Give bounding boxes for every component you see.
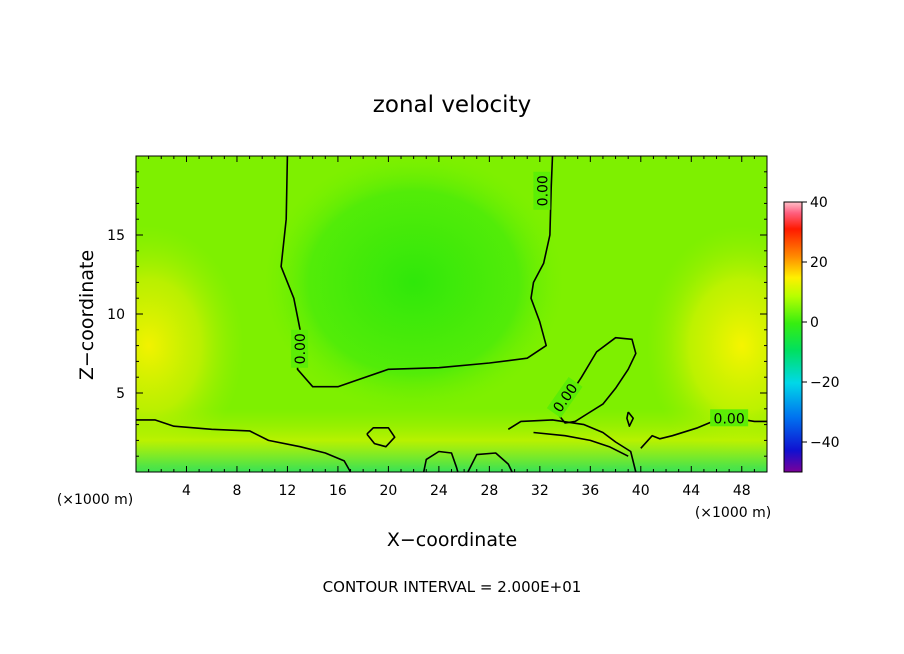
y-axis-label: Z−coordinate (76, 250, 98, 380)
x-tick-label-3: 16 (329, 483, 347, 499)
contour-label-0: 0.00 (535, 175, 551, 206)
contour-label-1: 0.00 (293, 333, 309, 364)
zero-contour-1 (136, 419, 352, 473)
x-tick-label-2: 12 (279, 483, 297, 499)
field-high-right (646, 225, 767, 466)
zero-contour-8 (626, 411, 634, 427)
colorbar-gradient (783, 201, 803, 473)
x-axis-ticks: 4 8 12 16 20 24 28 32 36 40 44 48 (148, 156, 755, 499)
contour-label-bg-3 (710, 409, 749, 427)
x-tick-label-9: 40 (632, 483, 650, 499)
x-tick-label-1: 8 (232, 483, 241, 499)
y-tick-label-0: 5 (116, 386, 125, 402)
zero-contour-3 (422, 450, 459, 473)
y-tick-label-1: 10 (107, 307, 125, 323)
chart-title: zonal velocity (373, 92, 531, 118)
zero-contour-4 (467, 452, 513, 473)
contour-label-bg-0 (533, 171, 551, 210)
x-tick-label-5: 24 (430, 483, 448, 499)
x-tick-label-7: 32 (531, 483, 549, 499)
y-axis-ticks: 5 10 15 (107, 171, 767, 457)
contour-labels: 0.000.000.000.00 (291, 171, 749, 427)
contour-label-bg-2 (546, 377, 583, 418)
x-tick-label-10: 44 (682, 483, 700, 499)
heatmap-field (136, 156, 767, 472)
x-unit-right: (×1000 m) (695, 505, 771, 521)
field-core-center (263, 156, 564, 413)
colorbar-ticks: 40 20 0 −20 −40 (802, 195, 840, 451)
colorbar-tick-label-2: 0 (810, 315, 819, 331)
colorbar-tick-label-3: −20 (810, 375, 840, 391)
colorbar: 40 20 0 −20 −40 (783, 195, 840, 473)
x-tick-label-11: 48 (733, 483, 751, 499)
field-high-left (136, 225, 244, 466)
x-tick-label-6: 28 (480, 483, 498, 499)
field-overlays (136, 156, 767, 472)
y-tick-label-2: 15 (107, 228, 125, 244)
field-low-left-corner (136, 437, 232, 472)
zero-contour-2 (366, 427, 396, 448)
contour-interval-note: CONTOUR INTERVAL = 2.000E+01 (323, 578, 582, 596)
contour-label-bg-1 (291, 329, 309, 368)
field-low-right-corner (626, 437, 767, 472)
colorbar-tick-label-1: 20 (810, 255, 828, 271)
colorbar-tick-label-4: −40 (810, 435, 840, 451)
zero-contour-7 (558, 336, 637, 424)
x-unit-left: (×1000 m) (57, 492, 133, 508)
zero-contour-6 (533, 431, 629, 457)
x-tick-label-8: 36 (581, 483, 599, 499)
zero-contour-5 (507, 419, 637, 473)
colorbar-tick-label-0: 40 (810, 195, 828, 211)
contour-label-3: 0.00 (714, 411, 745, 427)
x-axis-label: X−coordinate (387, 529, 517, 551)
x-tick-label-4: 20 (379, 483, 397, 499)
zero-contour-0 (280, 155, 554, 388)
x-tick-label-0: 4 (182, 483, 191, 499)
